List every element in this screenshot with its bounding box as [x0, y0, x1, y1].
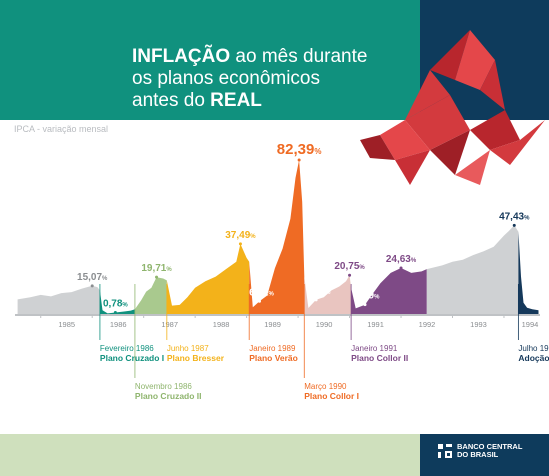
value-unit: %: [102, 276, 108, 282]
value-labels: 15,07% 0,78% 19,71% 4,87% 37,49% 6,82% 82,39% 7…: [77, 141, 530, 315]
x-tick-label: 1994: [522, 320, 539, 329]
dragon-facet-0: [405, 70, 450, 120]
dragon-facet-9: [490, 120, 545, 165]
teal-header-band: [0, 0, 420, 120]
dragon-facet-11: [360, 135, 395, 160]
value-label-11: 47,43%: [499, 211, 530, 222]
area-segment-1: [99, 290, 135, 314]
data-point: [113, 311, 117, 315]
data-point: [90, 284, 94, 288]
value-label-6: 82,39%: [277, 141, 322, 158]
value-unit: %: [524, 215, 530, 221]
value-unit: %: [325, 290, 331, 296]
area-segment-7: [426, 225, 519, 314]
plan-name: Plano Bresser: [167, 353, 225, 363]
value-unit: %: [250, 234, 256, 240]
plan-name: Plano Cruzado I: [100, 353, 164, 363]
data-point: [512, 223, 516, 227]
value-label-9: 4,99%: [355, 291, 380, 302]
plan-name: Plano Collor II: [351, 353, 408, 363]
x-tick-label: 1992: [419, 320, 436, 329]
value-label-2: 19,71%: [141, 263, 172, 274]
area-segment-6: [351, 268, 427, 314]
x-tick-label: 1991: [367, 320, 384, 329]
data-point: [297, 158, 301, 162]
value-label-8: 20,75%: [334, 261, 365, 272]
bank-name-line-2: DO BRASIL: [457, 450, 499, 459]
bank-name-line-1: BANCO CENTRAL: [457, 442, 523, 451]
plan-name: Adoção do real: [518, 353, 549, 363]
x-tick-label: 1990: [316, 320, 333, 329]
plan-date: Junho 1987: [167, 344, 209, 353]
value-unit: %: [166, 267, 172, 273]
plan-name: Plano Cruzado II: [135, 391, 202, 401]
area-segment-8: [518, 231, 539, 314]
data-point: [348, 273, 352, 277]
plan-date: Novembro 1986: [135, 382, 192, 391]
bank-logo-icon: [438, 444, 452, 458]
x-tick-label: 1989: [264, 320, 281, 329]
x-axis-line: [15, 314, 540, 316]
data-point: [257, 299, 261, 303]
value-unit: %: [269, 291, 275, 297]
x-tick-label: 1986: [110, 320, 127, 329]
area-segment-5: [304, 275, 352, 314]
plan-date: Janeiro 1991: [351, 344, 398, 353]
plan-name: Plano Collor I: [304, 391, 359, 401]
chart-areas: [17, 160, 539, 314]
data-point: [363, 303, 367, 307]
x-axis: 1985 1986 1987 1988 1989 1990 1991 1992 1993 1994: [15, 314, 540, 329]
x-tick-label: 1985: [58, 320, 75, 329]
area-segment-4: [249, 160, 305, 314]
value-label-7: 7,59%: [306, 286, 331, 297]
data-point: [399, 266, 403, 270]
value-label-1: 0,78%: [103, 299, 128, 310]
x-tick-label: 1987: [161, 320, 178, 329]
dragon-icon: [360, 30, 545, 185]
value-label-10: 24,63%: [386, 254, 417, 265]
plan-date: Março 1990: [304, 382, 347, 391]
data-point: [180, 303, 184, 307]
value-label-4: 37,49%: [225, 230, 256, 241]
value-label-0: 15,07%: [77, 272, 108, 283]
value-label-5: 6,82%: [249, 287, 274, 298]
y-axis-label: IPCA - variação mensal: [14, 124, 109, 134]
dragon-facet-8: [470, 110, 520, 150]
dragon-facet-7: [395, 150, 430, 185]
dragon-facet-5: [430, 130, 470, 175]
value-unit: %: [374, 295, 380, 301]
dragon-facet-2: [455, 30, 495, 90]
area-segment-2: [134, 277, 167, 314]
x-tick-label: 1988: [213, 320, 230, 329]
data-point: [238, 242, 242, 246]
page-title: INFLAÇÃO ao mês durante os planos econôm…: [132, 46, 368, 111]
value-unit: %: [314, 147, 321, 156]
dragon-facet-10: [455, 150, 490, 185]
value-unit: %: [122, 303, 128, 309]
value-label-3: 4,87%: [186, 294, 211, 305]
area-segment-0: [17, 285, 100, 314]
plan-date: Fevereiro 1986: [100, 344, 154, 353]
dragon-facet-4: [405, 95, 470, 150]
area-segment-3: [166, 243, 250, 314]
dragon-facet-3: [480, 60, 505, 110]
data-point: [314, 298, 318, 302]
value-unit: %: [359, 265, 365, 271]
bottom-left-white: [420, 434, 549, 476]
value-unit: %: [411, 258, 417, 264]
dragon-facet-1: [430, 30, 470, 80]
bank-logo: BANCO CENTRAL DO BRASIL: [437, 443, 522, 459]
plan-name: Plano Verão: [249, 353, 298, 363]
dragon-facet-6: [380, 120, 430, 160]
data-point: [155, 275, 159, 279]
plan-date: Julho 1994: [518, 344, 549, 353]
value-unit: %: [206, 298, 212, 304]
x-tick-label: 1993: [470, 320, 487, 329]
plan-date: Janeiro 1989: [249, 344, 296, 353]
